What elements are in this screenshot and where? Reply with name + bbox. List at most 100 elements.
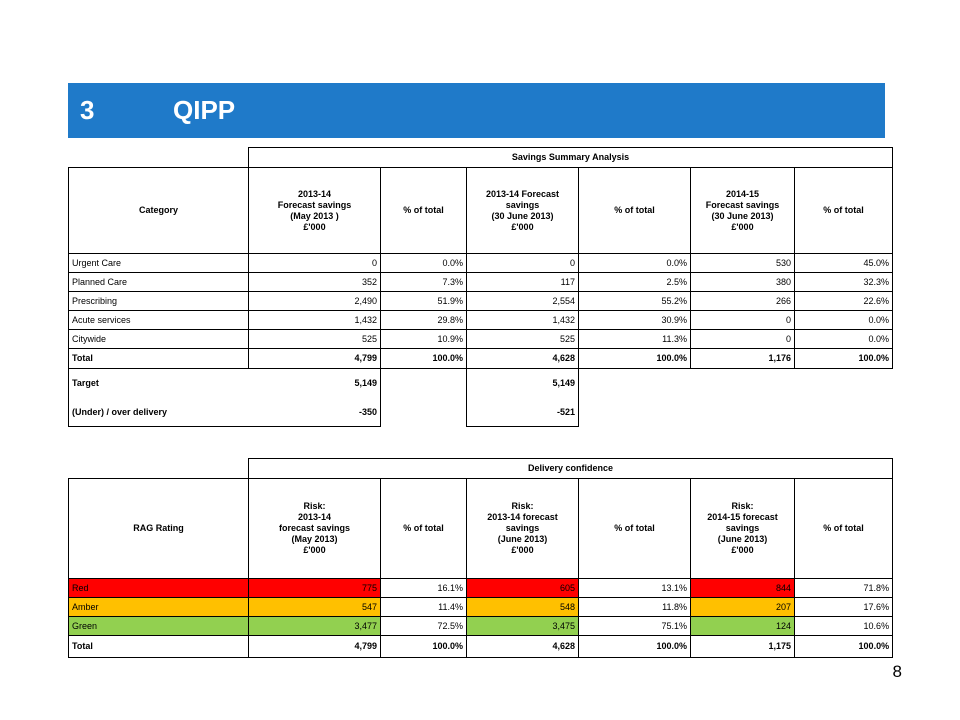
total-pct: 100.0% — [578, 348, 691, 369]
total-value: 4,799 — [248, 348, 381, 369]
target-value-june: 5,149 — [466, 368, 579, 399]
col-header-category: Category — [68, 167, 249, 254]
rag-row: Amber 547 11.4% 548 11.8% 207 17.6% — [68, 597, 894, 617]
target-label: Target — [68, 368, 249, 399]
row-value: 117 — [466, 272, 579, 292]
rag-label: Red — [68, 578, 249, 598]
row-pct: 7.3% — [380, 272, 467, 292]
row-label: Prescribing — [68, 291, 249, 311]
row-value: 530 — [690, 253, 795, 273]
row-value: 266 — [690, 291, 795, 311]
row-label: Urgent Care — [68, 253, 249, 273]
row-value: 0 — [690, 310, 795, 330]
spacer-cell — [69, 459, 249, 479]
col-header-risk-may: Risk: 2013-14 forecast savings (May 2013… — [248, 478, 381, 579]
total-value: 4,628 — [466, 348, 579, 369]
delivery-value-june: -521 — [466, 398, 579, 427]
col-header-risk-1415: Risk: 2014-15 forecast savings (June 201… — [690, 478, 795, 579]
delivery-confidence-table: Delivery confidence RAG Rating Risk: 201… — [68, 458, 894, 658]
rag-pct: 11.4% — [380, 597, 467, 617]
total-pct: 100.0% — [578, 635, 691, 658]
rag-pct: 72.5% — [380, 616, 467, 636]
total-value: 1,175 — [690, 635, 795, 658]
rag-row: Red 775 16.1% 605 13.1% 844 71.8% — [68, 578, 894, 598]
row-pct: 29.8% — [380, 310, 467, 330]
table-row: Urgent Care 0 0.0% 0 0.0% 530 45.0% — [68, 253, 894, 273]
rag-value: 207 — [690, 597, 795, 617]
total-label: Total — [68, 348, 249, 369]
row-value: 2,554 — [466, 291, 579, 311]
rag-pct: 17.6% — [793, 597, 894, 617]
row-value: 0 — [248, 253, 381, 273]
target-value-2013: 5,149 — [248, 368, 381, 399]
col-header-forecast-1415: 2014-15 Forecast savings (30 June 2013) … — [690, 167, 795, 254]
row-value: 380 — [690, 272, 795, 292]
row-pct: 11.3% — [578, 329, 691, 349]
rag-pct: 10.6% — [793, 616, 894, 636]
rag-value: 124 — [690, 616, 795, 636]
row-pct: 0.0% — [793, 329, 894, 349]
delivery-value-2013: -350 — [248, 398, 381, 427]
rag-row: Green 3,477 72.5% 3,475 75.1% 124 10.6% — [68, 616, 894, 636]
row-value: 525 — [466, 329, 579, 349]
rag-value: 3,477 — [248, 616, 381, 636]
rag-pct: 16.1% — [380, 578, 467, 598]
row-pct: 45.0% — [793, 253, 894, 273]
total-pct: 100.0% — [793, 348, 894, 369]
row-pct: 10.9% — [380, 329, 467, 349]
savings-summary-table: Savings Summary Analysis Category 2013-1… — [68, 147, 894, 427]
col-header-risk-june: Risk: 2013-14 forecast savings (June 201… — [466, 478, 579, 579]
row-pct: 32.3% — [793, 272, 894, 292]
col-header-forecast-june: 2013-14 Forecast savings (30 June 2013) … — [466, 167, 579, 254]
col-header-pct-2: % of total — [578, 478, 691, 579]
col-header-forecast-may: 2013-14 Forecast savings (May 2013 ) £'0… — [248, 167, 381, 254]
rag-value: 775 — [248, 578, 381, 598]
row-label: Planned Care — [68, 272, 249, 292]
row-value: 2,490 — [248, 291, 381, 311]
col-header-pct-1: % of total — [380, 478, 467, 579]
section-number: 3 — [80, 95, 95, 125]
section-title: QIPP — [173, 95, 236, 125]
rag-value: 844 — [690, 578, 795, 598]
row-pct: 22.6% — [793, 291, 894, 311]
table-row: Citywide 525 10.9% 525 11.3% 0 0.0% — [68, 329, 894, 349]
confidence-title: Delivery confidence — [247, 458, 894, 479]
row-value: 1,432 — [248, 310, 381, 330]
total-pct: 100.0% — [380, 348, 467, 369]
section-banner: 3 QIPP — [68, 83, 885, 138]
row-pct: 0.0% — [578, 253, 691, 273]
col-header-pct-2: % of total — [578, 167, 691, 254]
table-row: Prescribing 2,490 51.9% 2,554 55.2% 266 22.6% — [68, 291, 894, 311]
rag-label: Amber — [68, 597, 249, 617]
total-pct: 100.0% — [380, 635, 467, 658]
row-pct: 30.9% — [578, 310, 691, 330]
rag-value: 548 — [466, 597, 579, 617]
summary-title: Savings Summary Analysis — [247, 147, 894, 168]
total-value: 4,628 — [466, 635, 579, 658]
row-label: Citywide — [68, 329, 249, 349]
total-label: Total — [68, 635, 249, 658]
rag-value: 3,475 — [466, 616, 579, 636]
row-label: Acute services — [68, 310, 249, 330]
rag-label: Green — [68, 616, 249, 636]
total-pct: 100.0% — [793, 635, 894, 658]
table-row: Planned Care 352 7.3% 117 2.5% 380 32.3% — [68, 272, 894, 292]
rag-pct: 11.8% — [578, 597, 691, 617]
rag-value: 547 — [248, 597, 381, 617]
col-header-pct-1: % of total — [380, 167, 467, 254]
delivery-label: (Under) / over delivery — [68, 398, 249, 427]
row-value: 1,432 — [466, 310, 579, 330]
rag-pct: 75.1% — [578, 616, 691, 636]
col-header-pct-3: % of total — [793, 478, 894, 579]
row-pct: 55.2% — [578, 291, 691, 311]
spacer-cell — [69, 148, 249, 168]
row-pct: 0.0% — [380, 253, 467, 273]
row-value: 525 — [248, 329, 381, 349]
row-pct: 0.0% — [793, 310, 894, 330]
total-value: 4,799 — [248, 635, 381, 658]
total-value: 1,176 — [690, 348, 795, 369]
rag-pct: 71.8% — [793, 578, 894, 598]
row-pct: 2.5% — [578, 272, 691, 292]
row-pct: 51.9% — [380, 291, 467, 311]
col-header-pct-3: % of total — [793, 167, 894, 254]
